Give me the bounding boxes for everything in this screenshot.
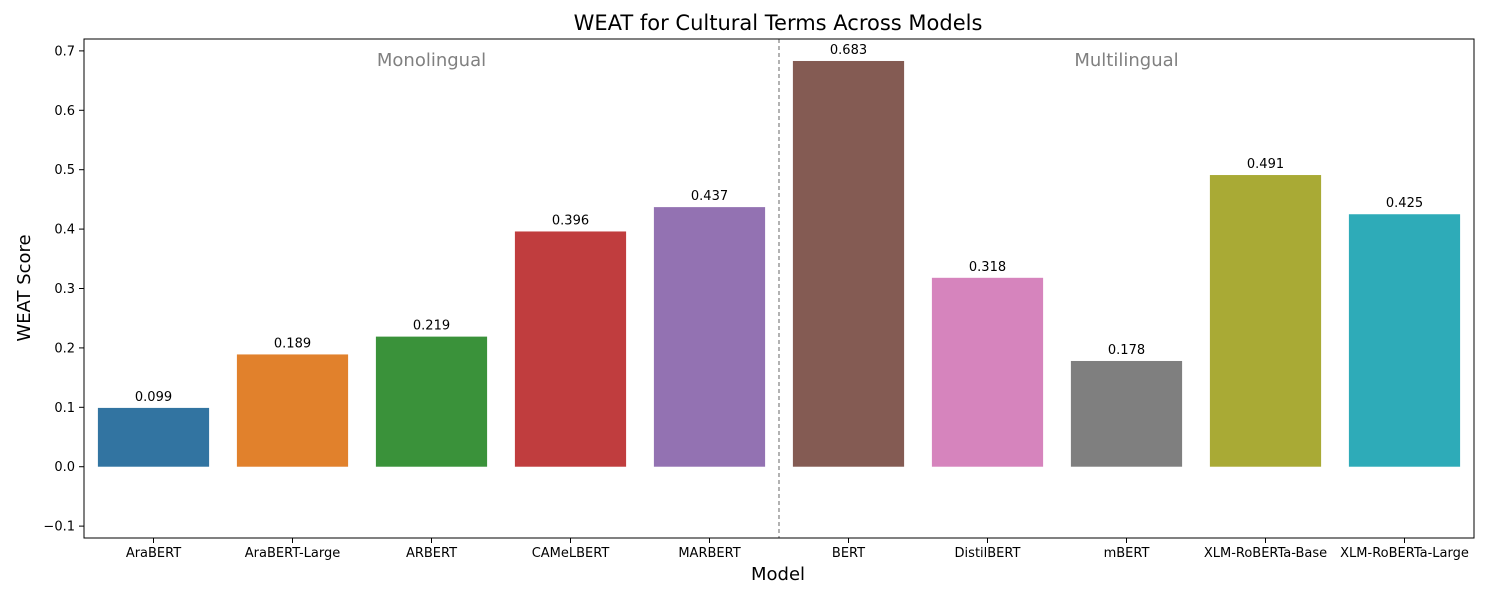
- x-tick-label-3: CAMeLBERT: [532, 546, 610, 561]
- y-axis-label: WEAT Score: [14, 234, 35, 341]
- x-tick-label-7: mBERT: [1104, 546, 1150, 561]
- x-tick-label-1: AraBERT-Large: [245, 546, 340, 561]
- bar-8: [1209, 175, 1322, 467]
- x-tick-label-9: XLM-RoBERTa-Large: [1340, 546, 1469, 561]
- bar-4: [653, 207, 766, 467]
- bar-1: [236, 354, 349, 467]
- y-tick-label-5: 0.4: [54, 223, 75, 238]
- data-label-6: 0.318: [969, 260, 1006, 275]
- bar-2: [375, 336, 488, 467]
- data-label-9: 0.425: [1386, 196, 1423, 211]
- bar-0: [97, 407, 210, 467]
- plot-area: 0.099 0.189 0.219 0.396 0.437 0.683 0.318 0.178…: [43, 38, 1475, 561]
- bar-6: [931, 277, 1044, 467]
- x-axis-label: Model: [751, 564, 805, 585]
- data-label-0: 0.099: [135, 390, 172, 405]
- data-label-3: 0.396: [552, 213, 589, 228]
- group-label-0: Monolingual: [377, 50, 486, 71]
- data-label-7: 0.178: [1108, 343, 1145, 358]
- group-label-1: Multilingual: [1074, 50, 1178, 71]
- x-tick-label-4: MARBERT: [678, 546, 740, 561]
- data-label-5: 0.683: [830, 43, 867, 58]
- x-tick-label-0: AraBERT: [126, 546, 181, 561]
- y-tick-label-8: 0.7: [54, 44, 75, 59]
- data-label-1: 0.189: [274, 336, 311, 351]
- x-tick-label-2: ARBERT: [406, 546, 457, 561]
- x-tick-label-8: XLM-RoBERTa-Base: [1204, 546, 1327, 561]
- y-tick-label-6: 0.5: [54, 163, 75, 178]
- bar-3: [514, 231, 627, 467]
- bar-7: [1070, 360, 1183, 467]
- y-tick-label-2: 0.1: [54, 401, 75, 416]
- data-label-4: 0.437: [691, 189, 728, 204]
- bar-5: [792, 60, 905, 467]
- y-tick-label-7: 0.6: [54, 104, 75, 119]
- y-tick-label-1: 0.0: [54, 460, 75, 475]
- data-label-2: 0.219: [413, 319, 450, 334]
- x-tick-label-5: BERT: [832, 546, 865, 561]
- x-tick-label-6: DistilBERT: [955, 546, 1021, 561]
- y-tick-label-3: 0.2: [54, 341, 75, 356]
- bar-9: [1348, 214, 1461, 467]
- y-tick-label-4: 0.3: [54, 282, 75, 297]
- y-tick-label-0: −0.1: [43, 520, 75, 535]
- chart-title: WEAT for Cultural Terms Across Models: [574, 11, 983, 35]
- data-label-8: 0.491: [1247, 157, 1284, 172]
